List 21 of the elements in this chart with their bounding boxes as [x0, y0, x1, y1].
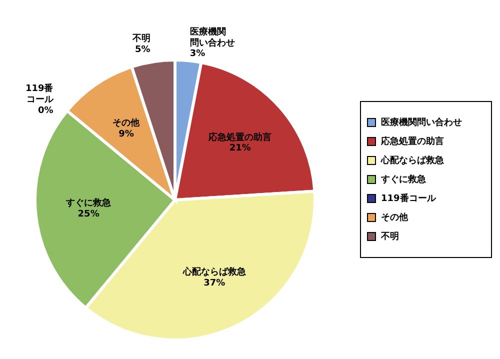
slice-label: 応急処置の助言 [208, 132, 272, 143]
data-label: 3% [190, 49, 206, 60]
slice-label: すぐに救急 [65, 197, 112, 208]
data-label: 25% [78, 209, 100, 220]
slice-label: 医療機関問い合わせ [190, 26, 235, 48]
data-label: 21% [229, 144, 251, 154]
text: 0% [38, 106, 54, 116]
legend-label: 応急処置の助言 [381, 135, 444, 148]
data-label: 37% [204, 278, 226, 288]
data-label: 9% [118, 129, 134, 140]
legend-label: 119番コール [381, 192, 436, 205]
slice-label: 不明 [131, 33, 150, 44]
legend-label: その他 [381, 212, 408, 224]
legend-label: すぐに救急 [381, 174, 426, 186]
slice-label: 心配ならば救急 [182, 266, 247, 278]
legend-label: 医療機関問い合わせ [381, 116, 462, 129]
legend-label: 心配ならば救急 [381, 154, 444, 167]
legend-label: 不明 [381, 230, 399, 243]
data-label: 5% [135, 45, 150, 56]
category-label: 119番コール [25, 84, 54, 105]
slice-label: その他 [112, 118, 141, 129]
